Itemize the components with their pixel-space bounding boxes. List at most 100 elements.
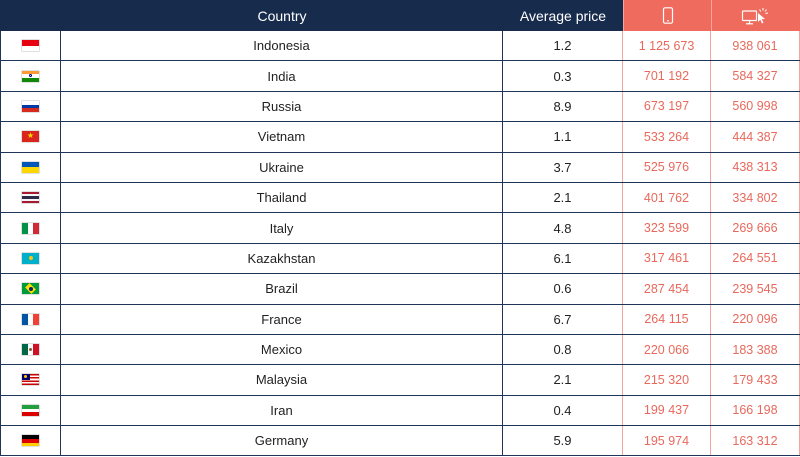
flag-cell — [0, 274, 61, 304]
mobile-value: 195 974 — [643, 433, 690, 448]
average-price-value: 0.6 — [553, 281, 572, 297]
flag-cell — [0, 304, 61, 334]
country-cell: Thailand — [61, 182, 503, 213]
flag-cell — [0, 61, 61, 91]
header-mobile[interactable] — [623, 0, 711, 31]
average-price-cell: 8.9 — [503, 91, 623, 122]
average-price-cell: 1.2 — [503, 31, 623, 61]
desktop-value: 560 998 — [732, 99, 778, 114]
table-row: Russia 8.9 673 197 560 998 — [0, 91, 800, 123]
flag-cell — [0, 122, 61, 152]
country-cell: Italy — [61, 213, 503, 243]
desktop-value-cell: 444 387 — [711, 122, 800, 152]
desktop-value: 938 061 — [732, 38, 778, 53]
flag-cell — [0, 365, 61, 395]
mobile-value: 215 320 — [643, 372, 690, 387]
country-cell: France — [61, 304, 503, 334]
table-row: Italy 4.8 323 599 269 666 — [0, 213, 800, 244]
average-price-value: 8.9 — [553, 98, 572, 114]
desktop-value: 220 096 — [732, 312, 778, 327]
average-price-value: 6.1 — [553, 250, 572, 266]
italy-flag-icon — [22, 222, 39, 234]
malaysia-flag-icon — [22, 374, 39, 386]
flag-cell — [0, 213, 61, 243]
table-row: Malaysia 2.1 215 320 179 433 — [0, 365, 800, 396]
mobile-value-cell: 701 192 — [623, 61, 711, 91]
table-row: Vietnam 1.1 533 264 444 387 — [0, 122, 800, 153]
country-cell: Malaysia — [61, 365, 503, 395]
country-cell: Iran — [61, 395, 503, 426]
mobile-value-cell: 264 115 — [623, 304, 711, 334]
desktop-value: 183 388 — [732, 342, 778, 357]
average-price-cell: 2.1 — [503, 182, 623, 213]
desktop-value-cell: 239 545 — [711, 274, 800, 304]
average-price-value: 6.7 — [553, 311, 572, 327]
header-flag-cell — [0, 0, 61, 31]
flag-cell — [0, 31, 61, 61]
table-row: France 6.7 264 115 220 096 — [0, 304, 800, 335]
table-header: Country Average price — [0, 0, 800, 31]
table-row: Mexico 0.8 220 066 183 388 — [0, 334, 800, 366]
desktop-value: 166 198 — [732, 403, 778, 418]
country-name: Thailand — [256, 190, 307, 206]
average-price-cell: 0.8 — [503, 334, 623, 365]
country-name: Vietnam — [257, 129, 306, 145]
desktop-value: 584 327 — [732, 69, 778, 84]
average-price-cell: 3.7 — [503, 152, 623, 182]
table-row: Indonesia 1.2 1 125 673 938 061 — [0, 31, 800, 62]
mobile-value-cell: 533 264 — [623, 122, 711, 152]
desktop-value-cell: 183 388 — [711, 334, 800, 365]
header-country[interactable]: Country — [61, 0, 503, 31]
average-price-cell: 2.1 — [503, 365, 623, 395]
country-cell: Ukraine — [61, 152, 503, 182]
average-price-value: 5.9 — [553, 433, 572, 449]
mobile-value-cell: 1 125 673 — [623, 31, 711, 61]
ukraine-flag-icon — [22, 161, 39, 173]
country-cell: Indonesia — [61, 31, 503, 61]
desktop-value-cell: 560 998 — [711, 91, 800, 122]
header-desktop[interactable] — [711, 0, 800, 31]
header-average-price[interactable]: Average price — [503, 0, 623, 31]
average-price-value: 1.1 — [553, 129, 572, 145]
desktop-value-cell: 938 061 — [711, 31, 800, 61]
mobile-value: 220 066 — [643, 342, 690, 357]
country-name: Brazil — [265, 281, 298, 297]
mobile-value-cell: 287 454 — [623, 274, 711, 304]
average-price-cell: 0.4 — [503, 395, 623, 426]
average-price-cell: 1.1 — [503, 122, 623, 152]
average-price-value: 3.7 — [553, 159, 572, 175]
thailand-flag-icon — [22, 192, 39, 204]
country-name: Iran — [270, 402, 293, 418]
table-row: Germany 5.9 195 974 163 312 — [0, 426, 800, 457]
mobile-value: 525 976 — [643, 160, 690, 175]
mobile-value: 401 762 — [643, 190, 690, 205]
average-price-value: 0.8 — [553, 342, 572, 358]
mobile-value-cell: 199 437 — [623, 395, 711, 426]
smartphone-icon — [662, 7, 673, 24]
mexico-flag-icon — [22, 344, 39, 356]
france-flag-icon — [22, 313, 39, 325]
flag-cell — [0, 91, 61, 122]
flag-cell — [0, 334, 61, 365]
table-row: India 0.3 701 192 584 327 — [0, 61, 800, 92]
country-cell: Brazil — [61, 274, 503, 304]
country-name: Indonesia — [253, 38, 310, 54]
average-price-value: 1.2 — [553, 38, 572, 54]
mobile-value-cell: 323 599 — [623, 213, 711, 243]
country-name: India — [267, 68, 296, 84]
average-price-cell: 0.3 — [503, 61, 623, 91]
average-price-value: 2.1 — [553, 372, 572, 388]
desktop-value-cell: 334 802 — [711, 182, 800, 213]
desktop-value-cell: 179 433 — [711, 365, 800, 395]
mobile-value: 533 264 — [643, 129, 690, 144]
desktop-value: 179 433 — [732, 372, 778, 387]
mobile-value: 317 461 — [643, 251, 690, 266]
table-row: Thailand 2.1 401 762 334 802 — [0, 182, 800, 214]
table-row: Brazil 0.6 287 454 239 545 — [0, 274, 800, 305]
desktop-value-cell: 166 198 — [711, 395, 800, 426]
mobile-value-cell: 195 974 — [623, 426, 711, 456]
desktop-value: 334 802 — [732, 190, 778, 205]
mobile-value-cell: 673 197 — [623, 91, 711, 122]
country-cell: Germany — [61, 426, 503, 456]
mobile-value: 323 599 — [643, 221, 690, 236]
